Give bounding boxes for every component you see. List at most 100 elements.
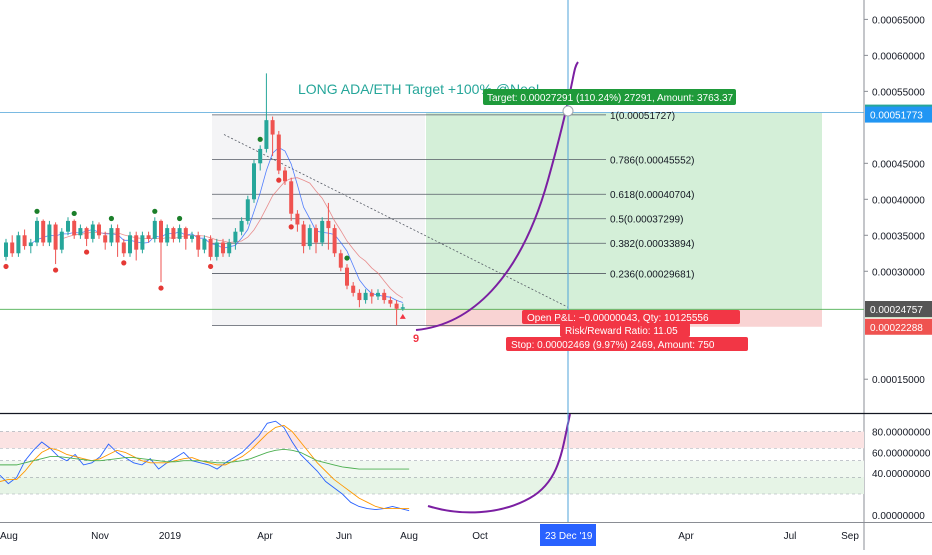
candle-body [400,307,405,309]
candle-body [314,228,318,243]
sell-signal-dot [84,249,90,255]
price-tick-label: 0.00065000 [872,15,925,26]
candle-body [276,134,281,171]
price-tick-label: 0.00055000 [872,87,925,98]
price-label-text: 0.00051773 [870,111,923,122]
indicator-axis: 80.00000000 60.00000000 40.00000000 0.00000… [872,428,931,522]
candle-body [78,228,83,236]
buy-signal-dot [108,215,114,222]
candles [4,73,405,326]
sell-signal-dot [158,285,164,291]
price-axis: 0.00065000 0.00060000 0.00055000 0.00045000… [864,15,932,386]
fib-label: 0.5(0.00037299) [610,215,683,226]
candle-body [208,238,213,257]
candle-body [159,220,163,243]
price-tick-label: 0.00040000 [872,195,925,206]
candle-body [66,220,70,232]
target-handle[interactable] [562,105,574,117]
sell-signal-dot [276,177,282,183]
time-tick-label: Jul [784,531,797,542]
indicator-line [0,420,410,512]
fib-label: 0.382(0.00033894) [610,239,695,250]
time-tick-label: Oct [472,531,488,542]
candle-body [245,199,250,221]
candle-body [183,228,188,239]
time-tick-label: Sep [841,531,859,542]
candle-body [109,228,114,243]
candle-body [320,220,325,243]
candle-body [121,242,126,254]
td-count-label: 9 [413,333,419,345]
candle-body [16,235,21,254]
price-tick-label: 0.00030000 [872,267,925,278]
candle-body [345,267,349,286]
candle-body [388,300,393,304]
candle-body [239,220,244,232]
candle-body [376,292,380,297]
sell-signal-dot [53,267,59,273]
fib-label: 0.618(0.00040704) [610,190,695,201]
time-tick-label: Aug [400,531,418,542]
date-label-text: 23 Dec '19 [545,531,593,542]
candle-body [332,228,337,254]
target-zone [426,112,822,309]
candle-body [28,242,33,247]
candle-body [134,235,139,250]
candle-body [41,220,46,243]
price-projection-curve [415,61,579,331]
candle-body [72,220,77,236]
candle-body [227,242,232,254]
fib-label: 0.236(0.00029681) [610,270,695,281]
indicator-line [0,424,410,510]
time-tick-label: Apr [678,531,694,542]
candle-body [295,213,300,225]
indicator-tick-label: 0.00000000 [872,511,925,522]
candle-body [59,231,64,250]
time-tick-label: Jun [336,531,352,542]
indicator-tick-label: 60.00000000 [872,448,931,459]
indicator-line [0,448,410,470]
time-tick-label: Apr [257,531,273,542]
buy-signal-dot [34,208,40,214]
td-arrow [399,313,406,319]
candle-body [53,224,58,250]
price-tick-label: 0.00015000 [872,375,925,386]
price-tick-label: 0.00035000 [872,231,925,242]
indicator-band [0,431,864,449]
date-label-box [540,524,596,546]
candle-body [264,120,269,149]
indicator-tick-label: 80.00000000 [872,428,931,439]
price-tick-label: 0.00060000 [872,51,925,62]
time-tick-label: 2019 [159,531,182,542]
candle-body [196,235,201,250]
sell-signal-dot [288,224,294,230]
price-tick-label: 0.00045000 [872,159,925,170]
rr-label[interactable]: Risk/Reward Ratio: 11.05 [560,323,690,337]
candle-body [214,242,219,257]
fib-zone [212,114,425,326]
stop-label[interactable]: Stop: 0.00002469 (9.97%) 2469, Amount: 7… [506,337,748,351]
candle-body [382,292,387,301]
fib-label: 0.786(0.00045552) [610,155,695,166]
price-label-box [865,300,932,317]
price-label-box [865,318,932,335]
candle-body [115,228,120,243]
candle-body [233,231,238,243]
indicator-band [0,460,864,478]
candle-body [258,148,263,164]
indicator-projection-curve [427,413,571,514]
fib-levels: 1(0.00051727) 0.786(0.00045552) 0.618(0.00… [212,111,695,326]
candle-body [4,242,8,257]
fib-background [212,114,425,326]
target-label[interactable]: Target: 0.00027291 (110.24%) 27291, Amou… [483,89,736,105]
pnl-label[interactable]: Open P&L: −0.00000043, Qty: 10125556 [522,310,740,324]
candle-body [363,292,368,301]
fib-label: 1(0.00051727) [610,111,675,122]
candle-body [338,253,343,268]
candle-body [369,292,374,297]
candle-body [140,235,145,250]
candle-body [47,224,52,243]
buy-signal-dot [257,136,263,142]
candle-body [394,303,399,309]
